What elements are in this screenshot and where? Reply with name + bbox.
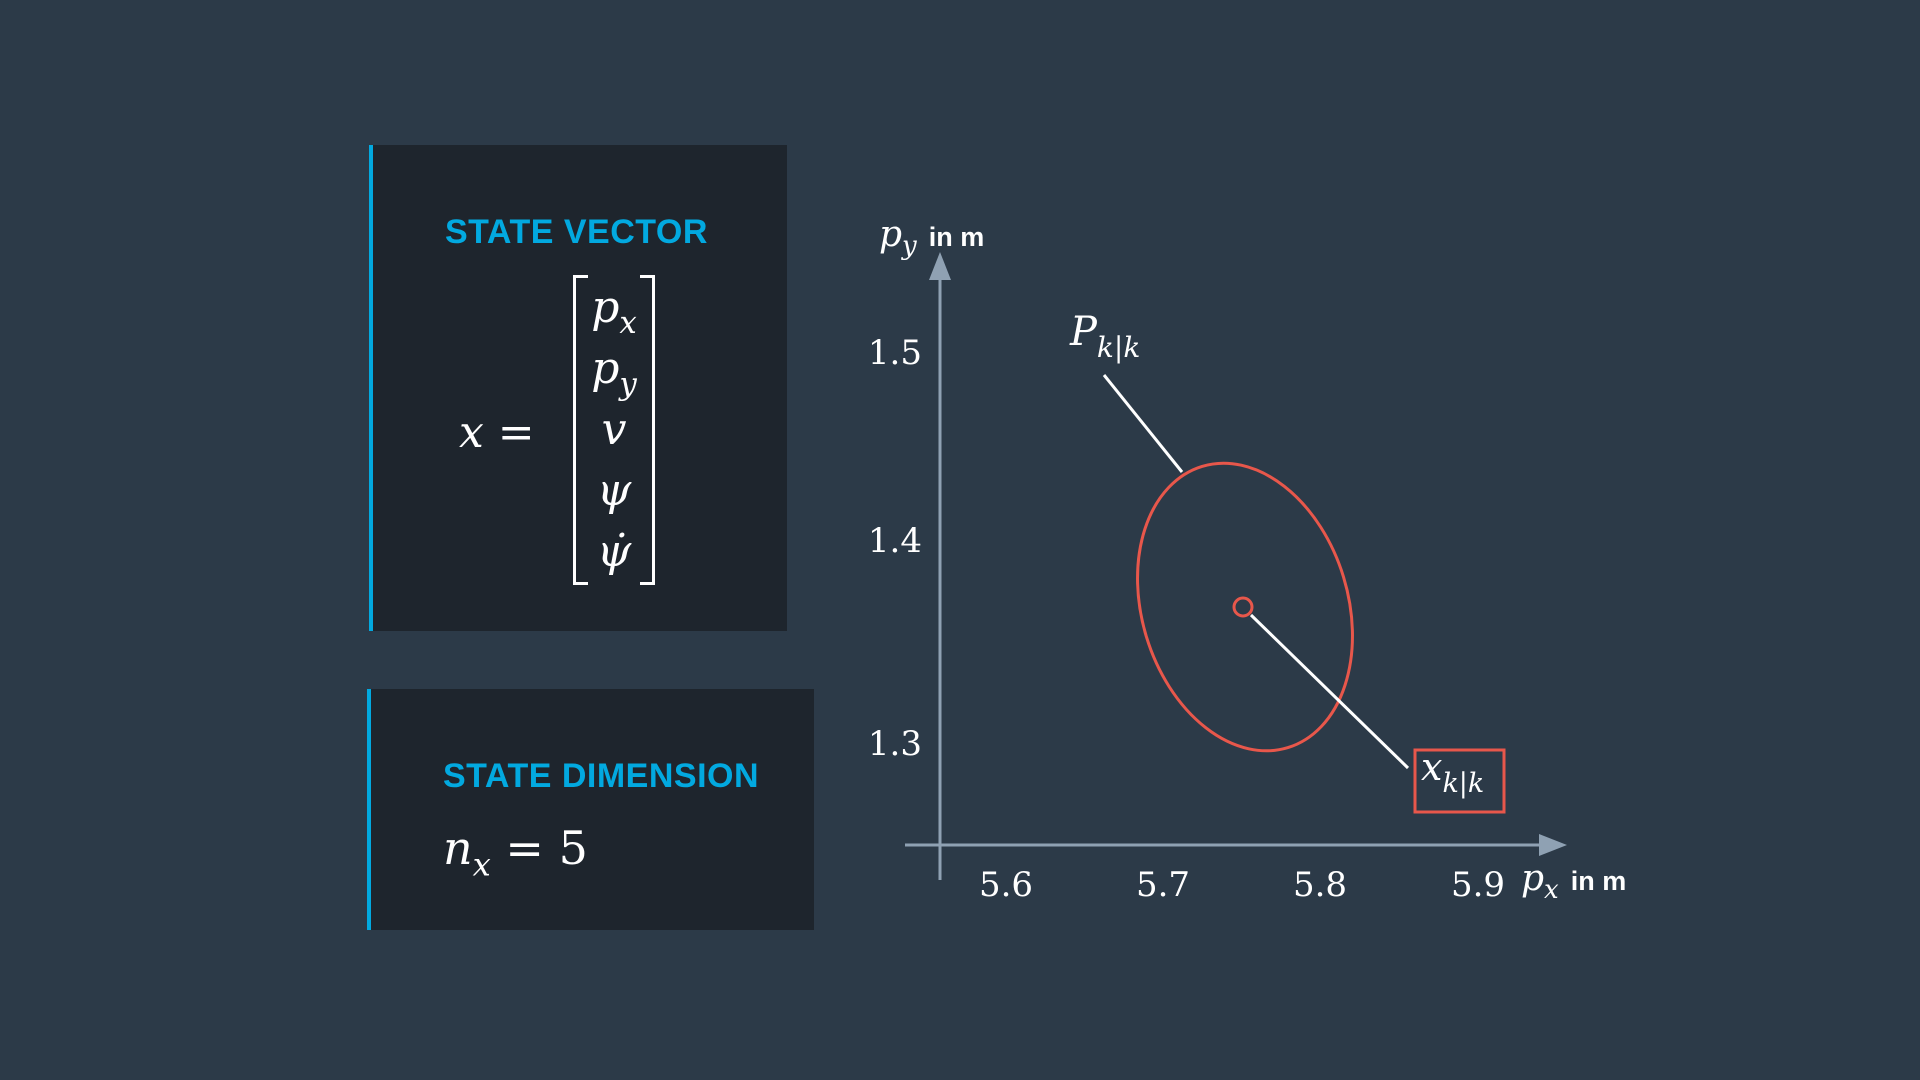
x-axis-arrow [1539,834,1567,856]
state-dimension-title: STATE DIMENSION [443,757,760,795]
x-tick-label: 5.9 [1451,865,1505,905]
estimate-label: xk|k [1421,745,1484,799]
accent-bar [367,689,371,930]
state-vector-card: STATE VECTOR x = px py v ψ ψ̇ [369,145,787,631]
x-tick-label: 5.6 [979,865,1033,905]
accent-bar [369,145,373,631]
matrix-entry-py: py [591,343,637,402]
state-vector-title: STATE VECTOR [445,213,708,251]
state-estimate-point [1232,596,1254,618]
estimate-label-box [1413,748,1506,814]
y-tick-label: 1.5 [868,333,922,373]
x-tick-label: 5.8 [1293,865,1347,905]
y-axis-arrow [929,252,951,280]
state-vector-lhs: x = [459,407,535,458]
x-axis-label: px in m [1521,858,1626,905]
matrix-entry-psi: ψ [596,465,632,516]
x-tick-label: 5.7 [1136,865,1190,905]
matrix-entry-psi-dot: ψ̇ [596,526,632,577]
y-tick-label: 1.3 [868,724,922,764]
covariance-ellipse [1136,461,1354,753]
covariance-leader-line [1102,374,1184,473]
state-vector-matrix: px py v ψ ψ̇ [573,275,655,585]
matrix-entry-v: v [601,404,627,455]
matrix-entry-px: px [591,282,637,341]
y-axis-label: py in m [879,214,984,261]
left-bracket [573,275,588,585]
right-bracket [640,275,655,585]
covariance-label: Pk|k [1069,309,1140,364]
estimate-leader-line [1249,613,1410,770]
y-tick-label: 1.4 [868,521,922,561]
state-dimension-equation: nx = 5 [443,821,588,884]
state-dimension-card: STATE DIMENSION nx = 5 [367,689,814,930]
